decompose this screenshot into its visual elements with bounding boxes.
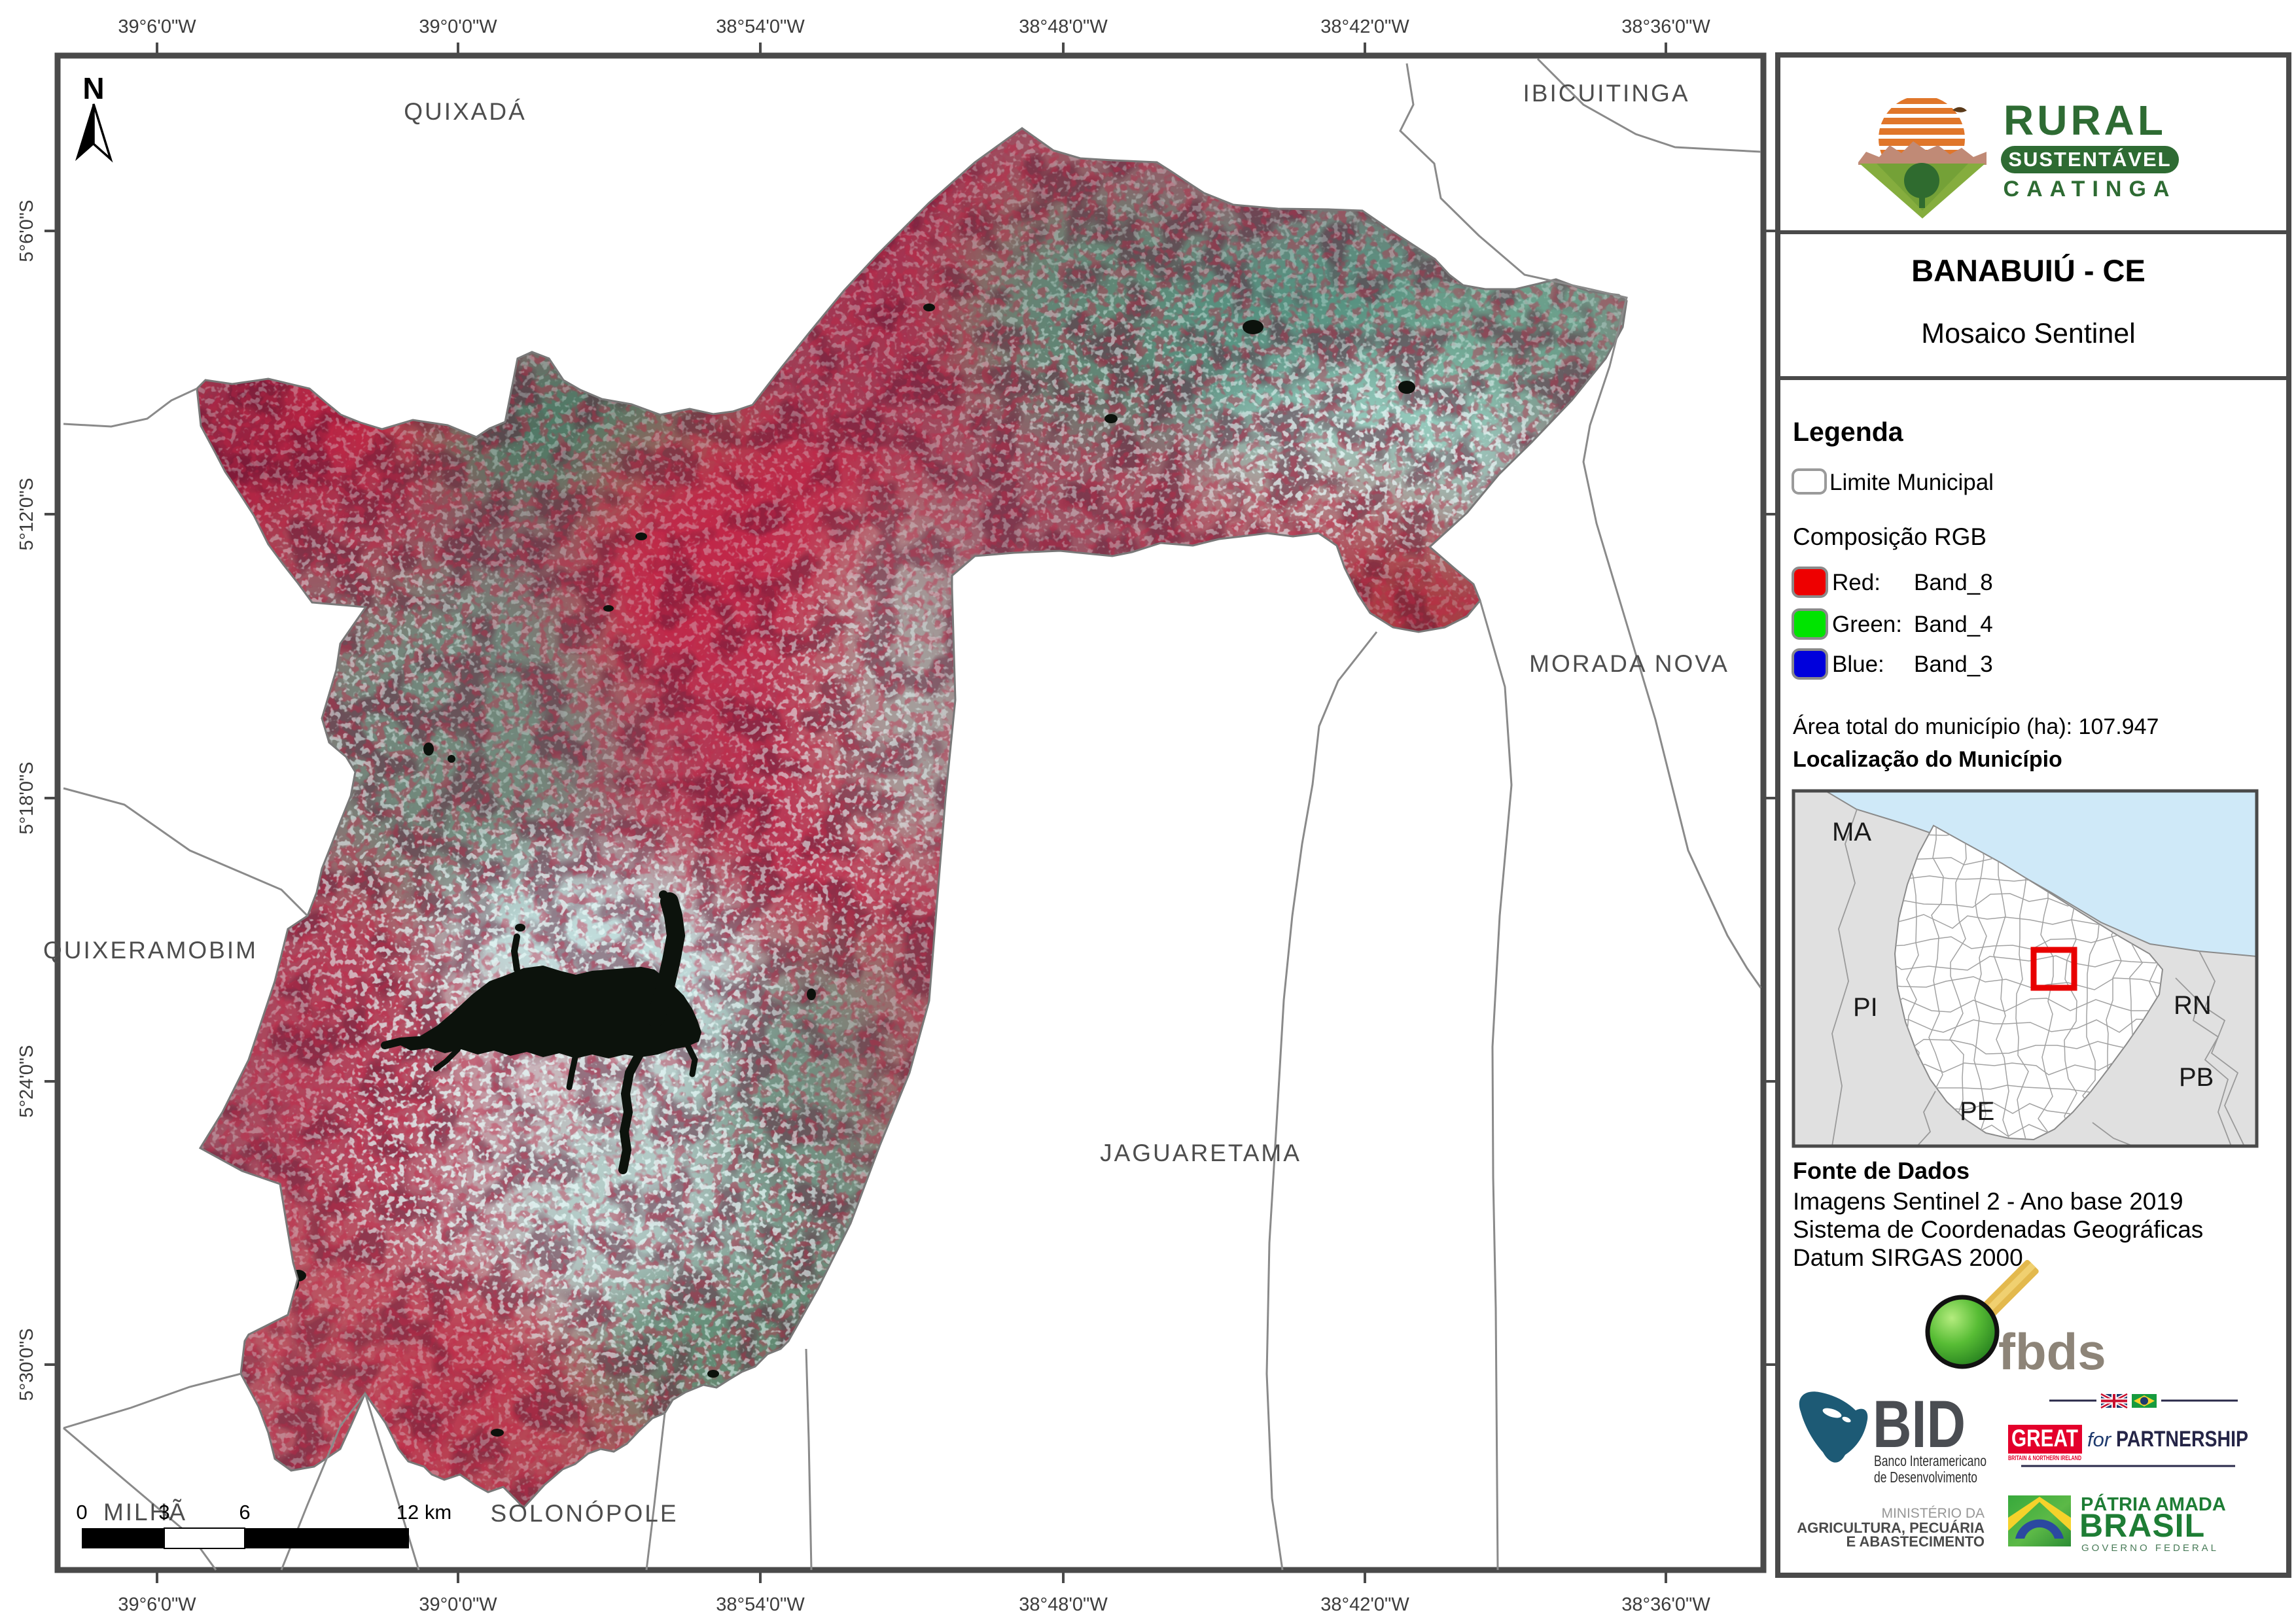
- svg-text:MILHÃ: MILHÃ: [103, 1499, 187, 1526]
- svg-text:12 km: 12 km: [397, 1501, 451, 1524]
- svg-text:Band_8: Band_8: [1914, 570, 1993, 595]
- svg-text:fbds: fbds: [1998, 1323, 2106, 1380]
- svg-text:Fonte de Dados: Fonte de Dados: [1793, 1157, 1969, 1184]
- svg-text:Green:: Green:: [1832, 612, 1902, 637]
- svg-text:IBICUITINGA: IBICUITINGA: [1523, 80, 1689, 107]
- svg-text:38°36'0"W: 38°36'0"W: [1621, 1594, 1710, 1615]
- svg-text:38°48'0"W: 38°48'0"W: [1019, 1594, 1108, 1615]
- svg-text:38°42'0"W: 38°42'0"W: [1320, 1594, 1409, 1615]
- svg-text:0: 0: [76, 1501, 87, 1524]
- svg-text:GREAT: GREAT: [2011, 1425, 2078, 1452]
- svg-text:38°54'0"W: 38°54'0"W: [716, 1594, 805, 1615]
- svg-text:38°36'0"W: 38°36'0"W: [1621, 16, 1710, 37]
- svg-text:JAGUARETAMA: JAGUARETAMA: [1100, 1140, 1301, 1166]
- svg-text:5°30'0"S: 5°30'0"S: [16, 1328, 37, 1401]
- svg-text:5°6'0"S: 5°6'0"S: [16, 200, 37, 262]
- svg-text:N: N: [82, 71, 104, 105]
- svg-text:SOLONÓPOLE: SOLONÓPOLE: [490, 1500, 678, 1527]
- svg-text:Mosaico Sentinel: Mosaico Sentinel: [1921, 318, 2135, 349]
- svg-text:39°0'0"W: 39°0'0"W: [419, 16, 497, 37]
- svg-text:39°6'0"W: 39°6'0"W: [118, 16, 196, 37]
- svg-text:E ABASTECIMENTO: E ABASTECIMENTO: [1846, 1533, 1985, 1550]
- svg-text:Localização do Município: Localização do Município: [1793, 747, 2062, 772]
- svg-text:BANABUIÚ - CE: BANABUIÚ - CE: [1911, 253, 2146, 288]
- svg-text:Datum SIRGAS 2000: Datum SIRGAS 2000: [1793, 1244, 2023, 1271]
- svg-text:Band_3: Band_3: [1914, 652, 1993, 677]
- svg-text:RN: RN: [2174, 991, 2212, 1020]
- svg-text:CAATINGA: CAATINGA: [2004, 177, 2177, 201]
- svg-text:for: for: [2087, 1428, 2112, 1451]
- svg-text:MORADA NOVA: MORADA NOVA: [1529, 650, 1729, 677]
- svg-text:de Desenvolvimento: de Desenvolvimento: [1874, 1469, 1977, 1486]
- svg-text:AGRICULTURA, PECUÁRIA: AGRICULTURA, PECUÁRIA: [1797, 1520, 1985, 1536]
- svg-text:Área total do município (ha):: Área total do município (ha): 107.947: [1793, 714, 2159, 739]
- svg-text:3: 3: [158, 1501, 169, 1524]
- svg-text:PARTNERSHIP: PARTNERSHIP: [2116, 1427, 2248, 1452]
- svg-text:PB: PB: [2179, 1063, 2214, 1092]
- svg-text:38°42'0"W: 38°42'0"W: [1320, 16, 1409, 37]
- svg-text:SUSTENTÁVEL: SUSTENTÁVEL: [2008, 148, 2171, 171]
- svg-text:Blue:: Blue:: [1832, 652, 1884, 677]
- svg-text:BRITAIN & NORTHERN IRELAND: BRITAIN & NORTHERN IRELAND: [2008, 1455, 2081, 1462]
- svg-text:38°48'0"W: 38°48'0"W: [1019, 16, 1108, 37]
- svg-text:PI: PI: [1853, 993, 1878, 1022]
- svg-text:BID: BID: [1873, 1387, 1966, 1461]
- svg-text:5°24'0"S: 5°24'0"S: [16, 1045, 37, 1117]
- svg-text:MINISTÉRIO DA: MINISTÉRIO DA: [1881, 1506, 1985, 1521]
- svg-text:Legenda: Legenda: [1793, 417, 1904, 447]
- svg-text:Sistema de Coordenadas Geográf: Sistema de Coordenadas Geográficas: [1793, 1216, 2203, 1243]
- svg-text:PÁTRIA AMADA: PÁTRIA AMADA: [2081, 1493, 2226, 1515]
- svg-text:Limite Municipal: Limite Municipal: [1829, 470, 1994, 495]
- svg-text:QUIXADÁ: QUIXADÁ: [404, 98, 527, 125]
- svg-text:BRASIL: BRASIL: [2079, 1507, 2205, 1544]
- svg-text:6: 6: [239, 1501, 250, 1524]
- svg-text:RURAL: RURAL: [2004, 97, 2166, 144]
- svg-text:Composição RGB: Composição RGB: [1793, 523, 1987, 550]
- svg-text:39°0'0"W: 39°0'0"W: [419, 1594, 497, 1615]
- svg-text:QUIXERAMOBIM: QUIXERAMOBIM: [43, 937, 258, 964]
- svg-text:39°6'0"W: 39°6'0"W: [118, 1594, 196, 1615]
- svg-text:5°12'0"S: 5°12'0"S: [16, 478, 37, 550]
- svg-text:Red:: Red:: [1832, 570, 1881, 595]
- svg-text:Banco Interamericano: Banco Interamericano: [1874, 1452, 1987, 1469]
- svg-text:PE: PE: [1960, 1097, 1994, 1126]
- svg-text:38°54'0"W: 38°54'0"W: [716, 16, 805, 37]
- svg-text:Imagens Sentinel 2 - Ano base: Imagens Sentinel 2 - Ano base 2019: [1793, 1188, 2183, 1215]
- svg-text:MA: MA: [1832, 818, 1871, 846]
- svg-text:5°18'0"S: 5°18'0"S: [16, 761, 37, 834]
- svg-text:Band_4: Band_4: [1914, 612, 1993, 637]
- svg-text:GOVERNO FEDERAL: GOVERNO FEDERAL: [2081, 1543, 2219, 1554]
